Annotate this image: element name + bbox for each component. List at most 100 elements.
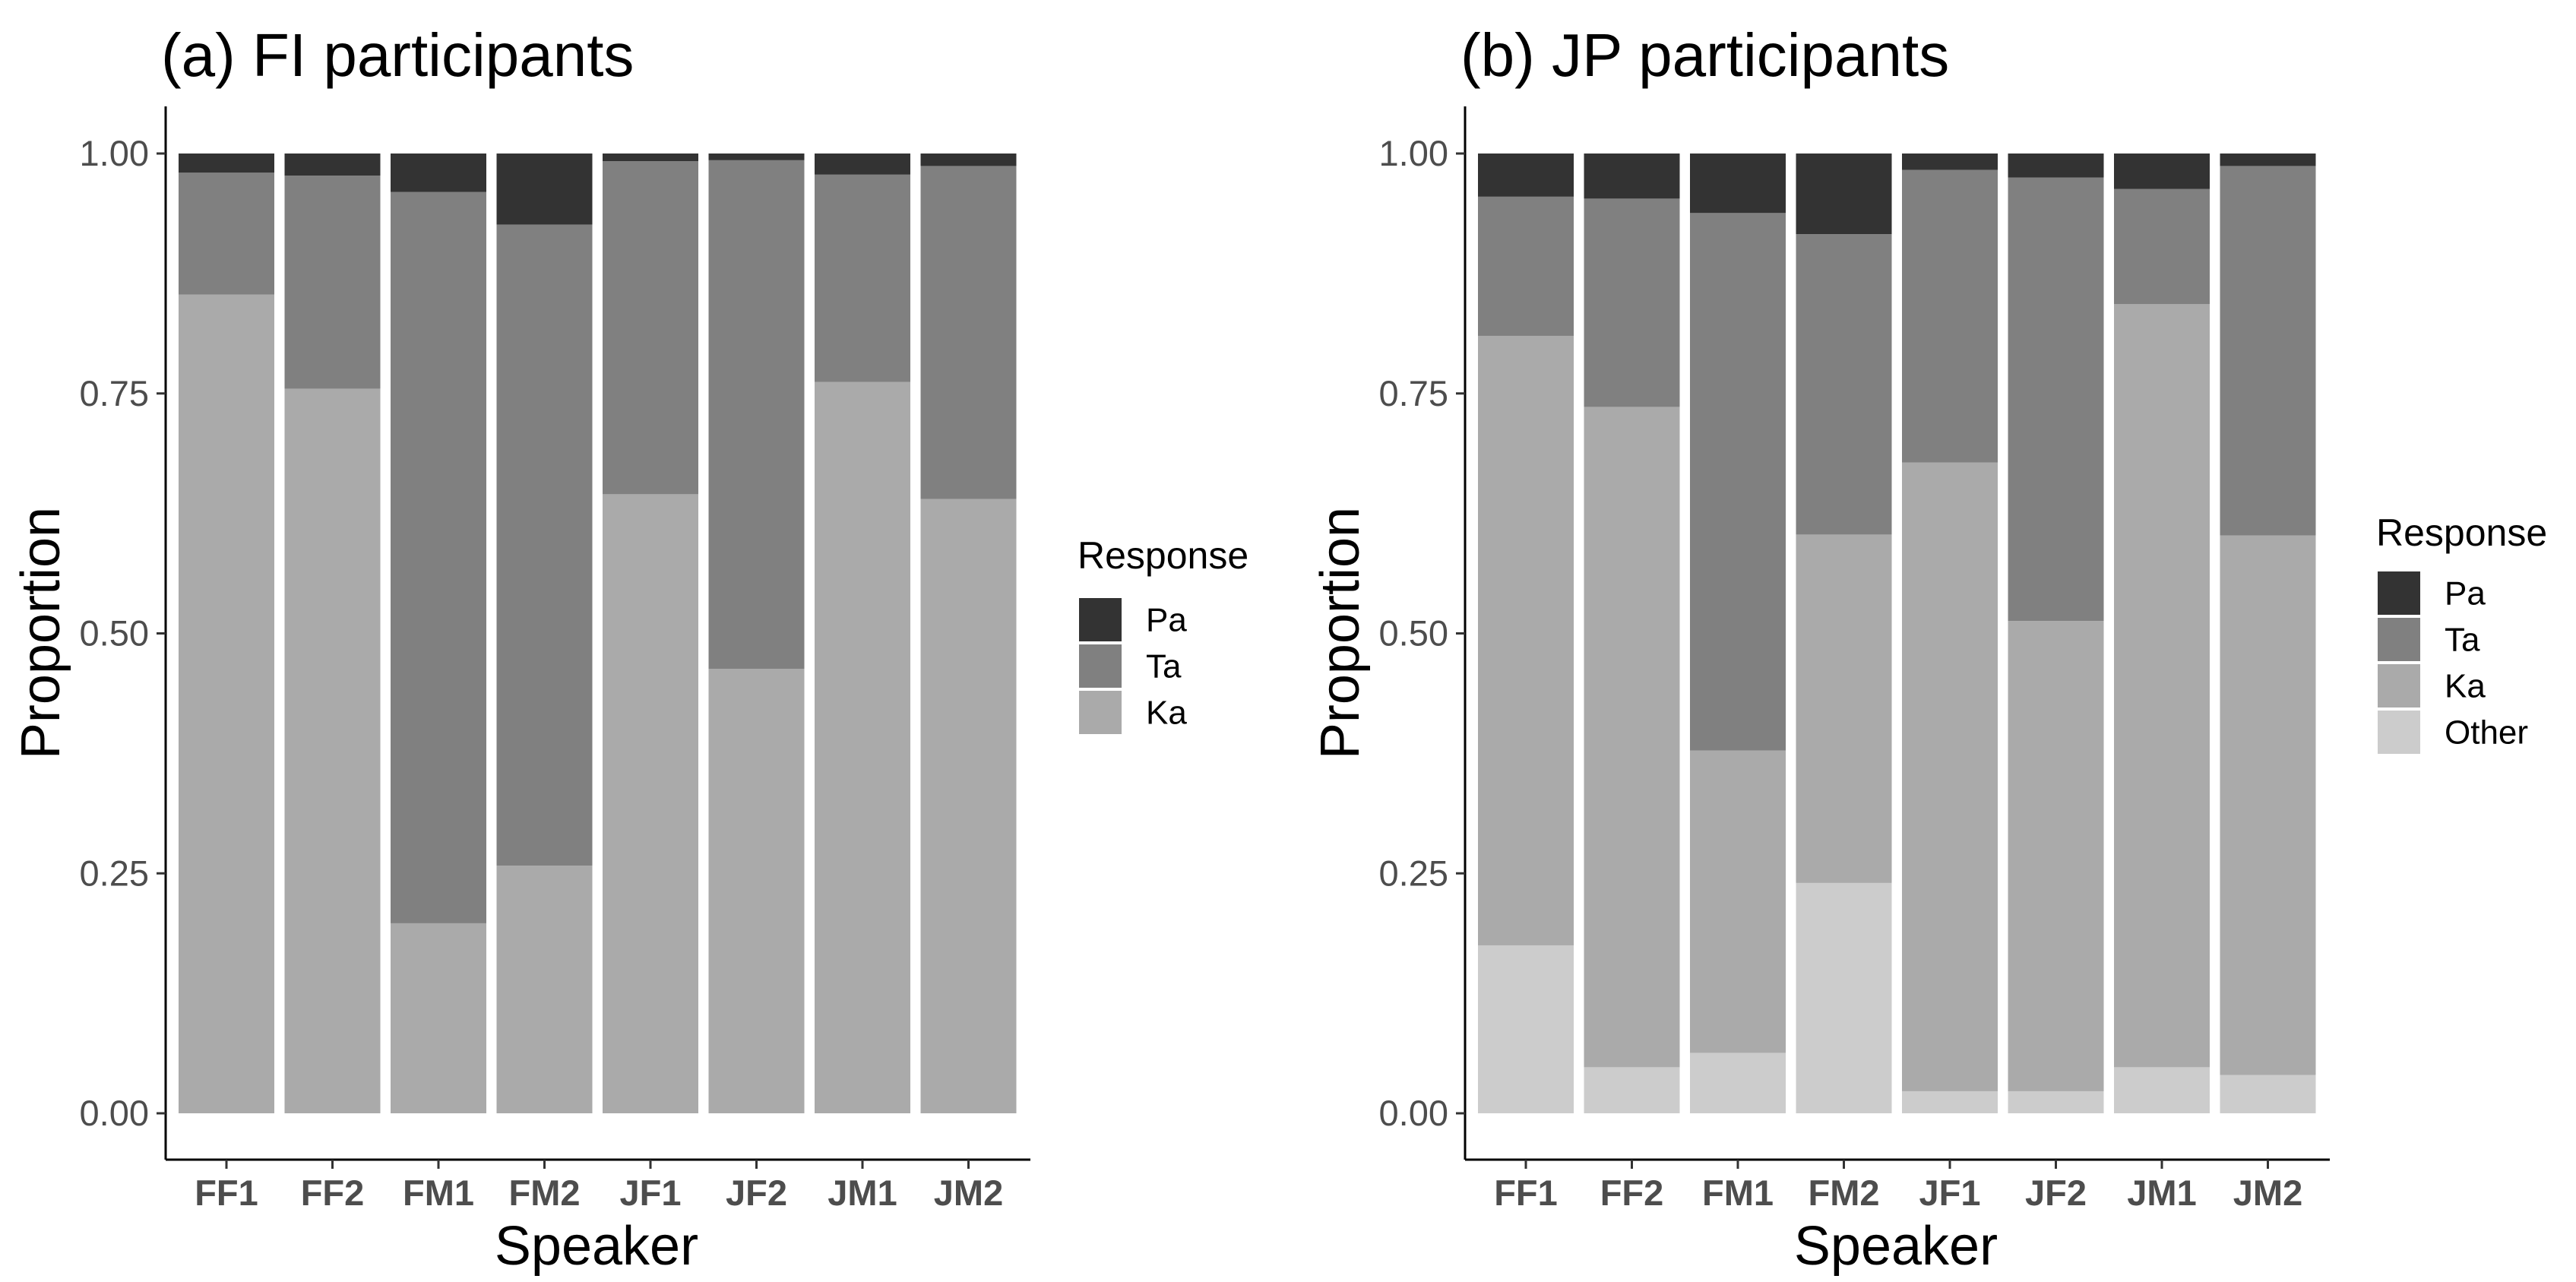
bar-ta-fm1 — [391, 192, 486, 923]
x-tick-label-fm2: FM2 — [1809, 1173, 1880, 1213]
legend-label-pa: Pa — [2445, 575, 2486, 613]
chart-title: (a) FI participants — [161, 21, 634, 89]
bar-other-jf1 — [1902, 1090, 1998, 1113]
x-tick-label-jf1: JF1 — [1919, 1173, 1981, 1213]
bar-ka-jm1 — [2114, 304, 2210, 1068]
bar-ka-ff1 — [179, 294, 274, 1113]
bar-pa-jf1 — [1902, 154, 1998, 170]
bar-pa-jf2 — [2008, 154, 2104, 178]
bar-ta-jf2 — [708, 160, 805, 669]
bar-ka-jf2 — [2008, 621, 2104, 1091]
bar-ta-ff2 — [1584, 198, 1680, 407]
bar-ta-jm2 — [2220, 166, 2316, 536]
bar-ka-jf1 — [603, 494, 698, 1113]
panel-jp-participants: (b) JP participants 0.00 0.25 0.50 0.75 1.00 F… — [1310, 21, 2547, 1277]
x-tick-label-ff1: FF1 — [195, 1173, 258, 1213]
y-axis-title: Proportion — [11, 507, 71, 759]
legend-label-ka: Ka — [1146, 695, 1187, 732]
y-tick-label: 0.25 — [80, 853, 149, 893]
x-tick-label-jf2: JF2 — [726, 1173, 787, 1213]
bar-pa-jm1 — [815, 154, 910, 175]
x-tick-label-ff2: FF2 — [301, 1173, 365, 1213]
x-tick-label-ff2: FF2 — [1600, 1173, 1664, 1213]
bar-ta-jf1 — [1902, 169, 1998, 463]
bar-ka-ff2 — [284, 388, 381, 1113]
y-tick-label: 0.75 — [1379, 373, 1448, 413]
legend-key-pa — [2378, 571, 2420, 615]
bar-pa-jm1 — [2114, 154, 2210, 189]
bar-ka-ff2 — [1584, 407, 1680, 1068]
panel-fi-participants: (a) FI participants 0.00 0.25 0.50 0.75 1.00 F… — [11, 21, 1248, 1277]
bar-ka-ff1 — [1478, 335, 1574, 945]
bar-ta-jf1 — [603, 161, 698, 495]
x-tick-label-jm1: JM1 — [2127, 1173, 2196, 1213]
x-tick-label-jf2: JF2 — [2025, 1173, 2087, 1213]
bar-other-fm1 — [1690, 1053, 1786, 1113]
x-tick-label-fm1: FM1 — [403, 1173, 474, 1213]
bar-ta-fm1 — [1690, 213, 1786, 751]
bar-ta-jm2 — [920, 166, 1017, 499]
bar-other-fm2 — [1796, 882, 1892, 1113]
bar-ka-fm2 — [496, 866, 593, 1113]
legend-title: Response — [2376, 511, 2547, 554]
bar-ta-jf2 — [2008, 177, 2104, 622]
x-tick-label-jm2: JM2 — [2233, 1173, 2302, 1213]
bar-pa-jf2 — [708, 154, 805, 160]
legend: Response Pa Ta Ka Other — [2376, 511, 2547, 754]
bar-other-ff2 — [1584, 1067, 1680, 1113]
bar-other-ff1 — [1478, 945, 1574, 1113]
bar-pa-ff2 — [284, 154, 381, 176]
legend-label-ka: Ka — [2445, 668, 2486, 705]
bar-pa-ff2 — [1584, 154, 1680, 199]
x-axis-title: Speaker — [495, 1216, 698, 1277]
y-tick-label: 0.00 — [1379, 1093, 1448, 1133]
legend-key-pa — [1079, 598, 1122, 641]
legend-label-ta: Ta — [2445, 622, 2480, 659]
bar-ta-ff2 — [284, 176, 381, 389]
bar-ka-fm1 — [391, 923, 486, 1113]
x-tick-label-fm1: FM1 — [1702, 1173, 1774, 1213]
bar-ta-jm1 — [2114, 188, 2210, 305]
bar-other-jf2 — [2008, 1090, 2104, 1113]
bar-pa-ff1 — [179, 154, 274, 173]
bar-ka-jf2 — [708, 669, 805, 1113]
legend-key-ka — [1079, 691, 1122, 734]
bar-ka-jm2 — [2220, 535, 2316, 1075]
legend: Response Pa Ta Ka — [1078, 534, 1248, 734]
y-tick-label: 1.00 — [1379, 133, 1448, 173]
legend-title: Response — [1078, 534, 1248, 577]
y-tick-label: 0.25 — [1379, 853, 1448, 893]
y-tick-label: 1.00 — [80, 133, 149, 173]
bar-pa-jm2 — [920, 154, 1017, 166]
bar-ta-fm2 — [1796, 234, 1892, 535]
bar-ka-jf1 — [1902, 462, 1998, 1091]
bar-pa-jm2 — [2220, 154, 2316, 166]
bar-ka-jm2 — [920, 499, 1017, 1113]
bar-ta-jm1 — [815, 174, 910, 382]
bar-ta-ff1 — [179, 173, 274, 295]
x-tick-label-jf1: JF1 — [620, 1173, 682, 1213]
chart-title: (b) JP participants — [1460, 21, 1949, 89]
bar-ka-jm1 — [815, 381, 910, 1113]
legend-key-ta — [2378, 618, 2420, 661]
y-tick-label: 0.50 — [1379, 613, 1448, 654]
legend-label-other: Other — [2445, 714, 2528, 752]
legend-label-pa: Pa — [1146, 602, 1187, 639]
bar-ta-ff1 — [1478, 196, 1574, 336]
bar-pa-ff1 — [1478, 154, 1574, 197]
x-tick-label-jm1: JM1 — [828, 1173, 897, 1213]
x-tick-label-ff1: FF1 — [1494, 1173, 1558, 1213]
bar-pa-fm1 — [391, 154, 486, 192]
bar-pa-fm2 — [496, 154, 593, 225]
legend-key-ta — [1079, 644, 1122, 688]
legend-key-ka — [2378, 664, 2420, 707]
x-tick-label-jm2: JM2 — [934, 1173, 1003, 1213]
y-tick-label: 0.50 — [80, 613, 149, 654]
bar-ka-fm1 — [1690, 750, 1786, 1053]
legend-key-other — [2378, 711, 2420, 754]
x-tick-label-fm2: FM2 — [509, 1173, 581, 1213]
bar-ka-fm2 — [1796, 534, 1892, 883]
bar-other-jm2 — [2220, 1075, 2316, 1113]
bar-pa-jf1 — [603, 154, 698, 162]
